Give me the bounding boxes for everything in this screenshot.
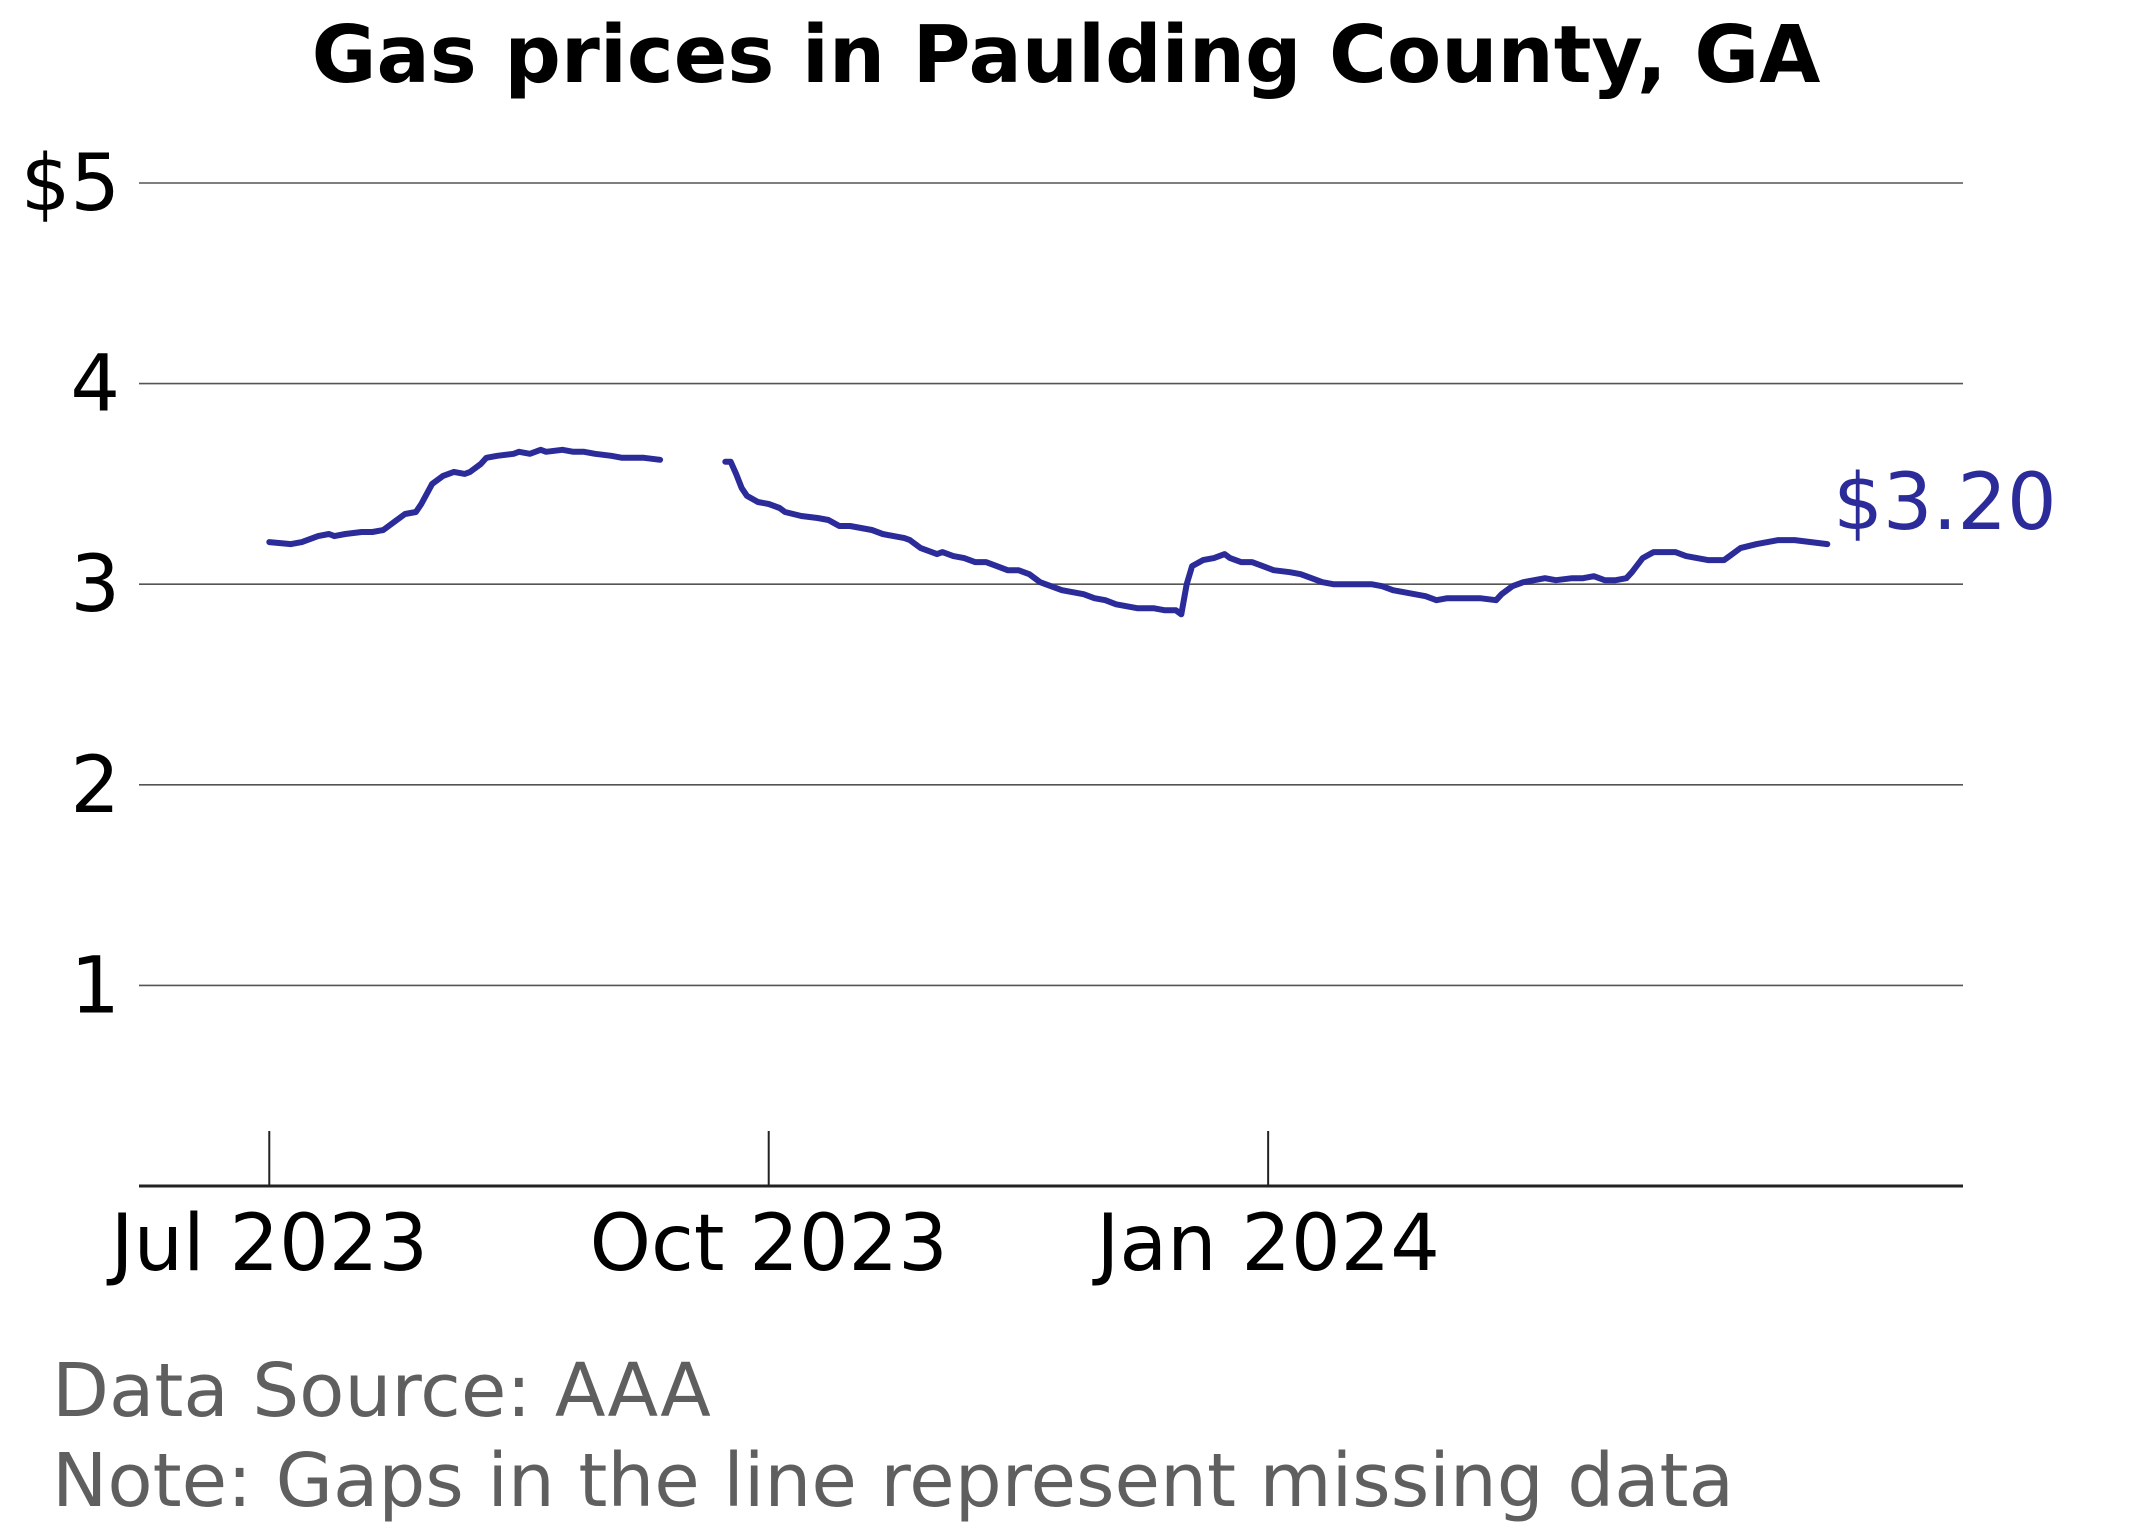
price-series — [266, 446, 1831, 618]
chart-title: Gas prices in Paulding County, GA — [312, 9, 1821, 101]
data-source-note: Data Source: AAA — [52, 1348, 711, 1434]
missing-data-note: Note: Gaps in the line represent missing… — [52, 1438, 1734, 1524]
x-tick-label: Oct 2023 — [590, 1199, 948, 1289]
y-tick-label: 1 — [70, 941, 120, 1031]
y-tick-label: $5 — [21, 139, 120, 229]
y-tick-label: 4 — [70, 340, 120, 430]
series-line-segment — [266, 446, 664, 548]
y-tick-label: 3 — [70, 540, 120, 630]
x-axis-ticks: Jul 2023 Oct 2023 Jan 2024 — [106, 1131, 1440, 1289]
x-tick-label: Jul 2023 — [106, 1199, 428, 1289]
latest-price-label: $3.20 — [1833, 458, 2056, 548]
series-line-segment — [722, 458, 1831, 618]
y-axis-tick-labels: 1 2 3 4 $5 — [21, 139, 120, 1031]
y-tick-label: 2 — [70, 741, 120, 831]
x-tick-label: Jan 2024 — [1091, 1199, 1440, 1289]
